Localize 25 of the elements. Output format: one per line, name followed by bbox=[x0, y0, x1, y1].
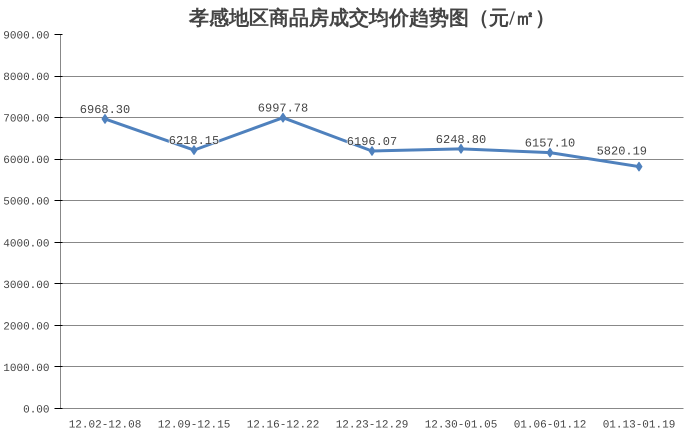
chart-title: 孝感地区商品房成交均价趋势图（元/㎡） bbox=[188, 6, 555, 30]
x-tick-label: 01.06-01.12 bbox=[514, 420, 586, 432]
y-tick-label: 2000.00 bbox=[3, 321, 50, 334]
x-tick-label: 12.16-12.22 bbox=[246, 420, 320, 432]
y-tick-label: 8000.00 bbox=[3, 72, 50, 84]
data-label: 5820.19 bbox=[596, 144, 648, 159]
data-label: 6157.10 bbox=[524, 136, 576, 151]
y-tick-label: 7000.00 bbox=[3, 114, 50, 126]
y-tick-label: 5000.00 bbox=[3, 196, 50, 209]
y-tick-label: 0.00 bbox=[23, 404, 50, 416]
x-tick-label: 12.23-12.29 bbox=[336, 420, 408, 432]
y-tick-label: 6000.00 bbox=[3, 155, 50, 168]
data-label: 6997.78 bbox=[258, 102, 308, 116]
data-label: 6218.15 bbox=[168, 134, 220, 148]
y-tick-label: 4000.00 bbox=[3, 238, 50, 250]
data-label: 6248.80 bbox=[436, 132, 486, 147]
data-label: 6968.30 bbox=[80, 102, 130, 117]
x-tick-label: 12.02-12.08 bbox=[68, 420, 142, 432]
x-tick-label: 12.30-01.05 bbox=[424, 420, 498, 432]
y-tick-label: 9000.00 bbox=[3, 30, 50, 42]
x-tick-label: 01.13-01.19 bbox=[602, 420, 676, 432]
y-tick-label: 1000.00 bbox=[3, 362, 50, 375]
y-tick-label: 3000.00 bbox=[3, 280, 50, 292]
data-label: 6196.07 bbox=[346, 135, 398, 150]
x-tick-label: 12.09-12.15 bbox=[158, 420, 230, 432]
